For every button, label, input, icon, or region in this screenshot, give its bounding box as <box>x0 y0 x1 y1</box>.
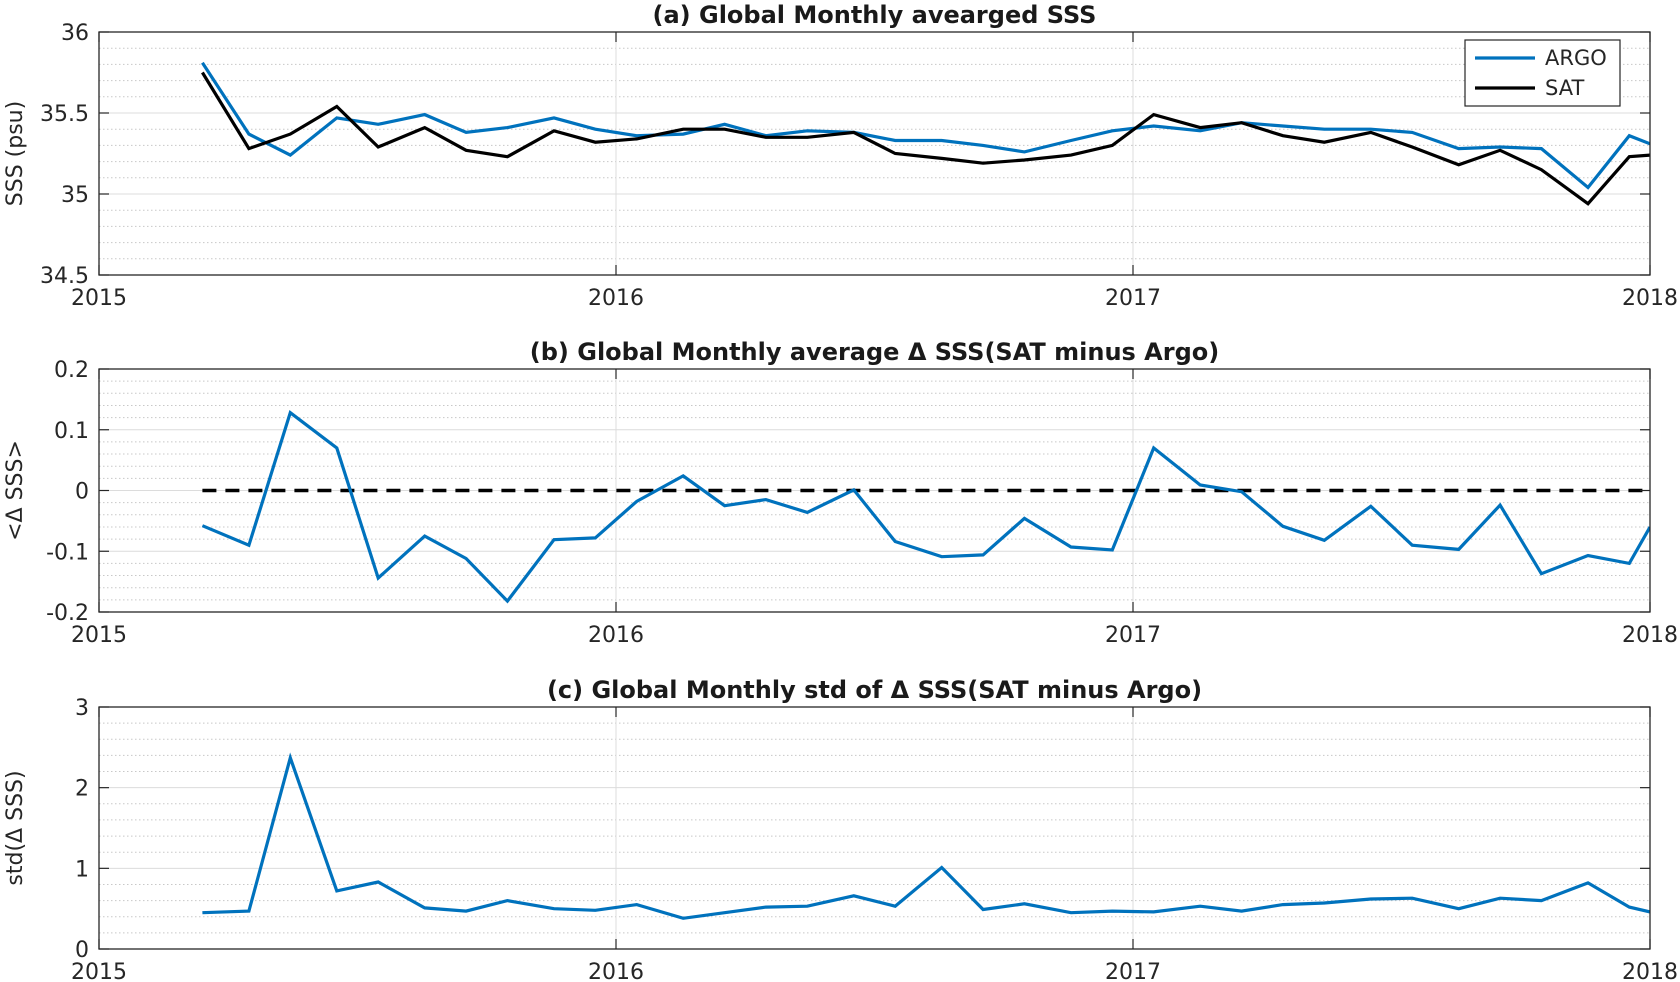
y-tick-label: 3 <box>75 696 89 721</box>
argo-line <box>202 63 1650 188</box>
x-tick-label: 2015 <box>71 623 127 648</box>
y-tick-label: 1 <box>75 857 89 882</box>
x-tick-label: 2017 <box>1105 960 1161 982</box>
series-0-line <box>202 413 1650 601</box>
x-tick-label: 2016 <box>588 960 644 982</box>
y-tick-label: 2 <box>75 777 89 802</box>
y-tick-label: 36 <box>61 21 89 46</box>
x-tick-label: 2016 <box>588 623 644 648</box>
x-tick-label: 2018 <box>1622 623 1678 648</box>
legend-label: SAT <box>1545 76 1584 100</box>
series-0-line <box>202 758 1650 919</box>
axes-box <box>99 707 1650 949</box>
legend-label: ARGO <box>1545 46 1607 70</box>
x-tick-label: 2018 <box>1622 286 1678 311</box>
chart-title: (a) Global Monthly avearged SSS <box>653 1 1097 29</box>
y-axis-label: SSS (psu) <box>3 101 28 206</box>
chart-title: (c) Global Monthly std of Δ SSS(SAT minu… <box>547 676 1202 704</box>
y-tick-label: -0.1 <box>46 540 89 565</box>
y-tick-label: 0.1 <box>54 419 89 444</box>
y-tick-label: 35 <box>61 183 89 208</box>
x-tick-label: 2017 <box>1105 623 1161 648</box>
y-tick-label: 35.5 <box>40 102 89 127</box>
y-axis-label: std(Δ SSS) <box>3 770 28 885</box>
x-tick-label: 2018 <box>1622 960 1678 982</box>
x-tick-label: 2016 <box>588 286 644 311</box>
x-tick-label: 2015 <box>71 286 127 311</box>
x-tick-label: 2015 <box>71 960 127 982</box>
y-tick-label: 0.2 <box>54 358 89 383</box>
x-tick-label: 2017 <box>1105 286 1161 311</box>
legend: ARGO SAT <box>1465 40 1620 106</box>
y-axis-label: <Δ SSS> <box>3 440 28 541</box>
y-tick-label: 0 <box>75 480 89 505</box>
chart-title: (b) Global Monthly average Δ SSS(SAT min… <box>530 338 1219 366</box>
figure: 34.53535.5362015 2016 2017 2018(a) Global M… <box>0 0 1680 982</box>
axes-box <box>99 32 1650 275</box>
